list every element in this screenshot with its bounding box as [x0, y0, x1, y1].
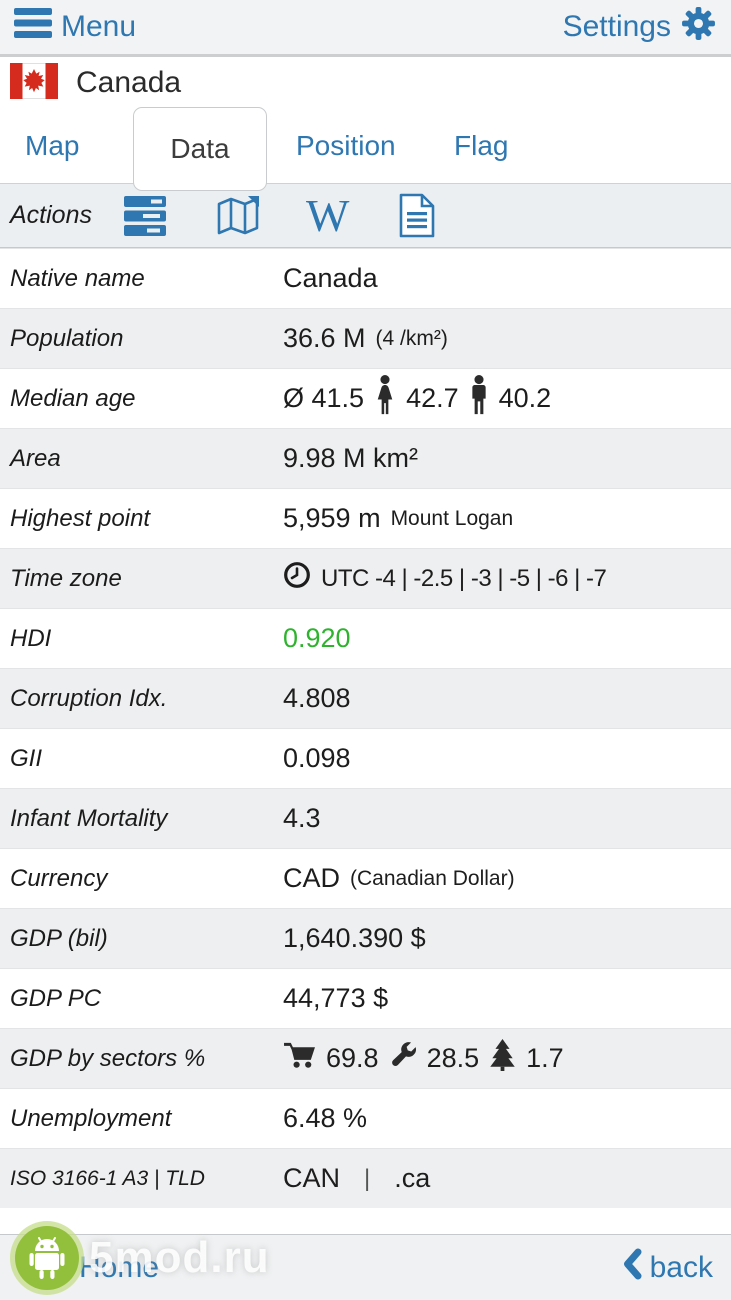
- median-age-male: 40.2: [498, 383, 552, 413]
- row-label: Currency: [10, 864, 108, 892]
- gear-icon: [680, 5, 717, 50]
- tld-value: .ca: [394, 1163, 431, 1193]
- gdp-services: 69.8: [326, 1043, 379, 1073]
- row-label: Time zone: [10, 564, 122, 592]
- row-value: 4.3: [283, 803, 321, 833]
- row-native-name: Native name Canada: [0, 248, 731, 308]
- row-label: GDP by sectors %: [10, 1044, 206, 1072]
- row-value: 1,640.390 $: [283, 923, 426, 953]
- highest-point-name: Mount Logan: [390, 506, 514, 530]
- hdi-value: 0.920: [283, 623, 351, 653]
- canada-flag-icon: [9, 62, 59, 104]
- row-label: Corruption Idx.: [10, 684, 168, 712]
- document-icon[interactable]: [399, 193, 435, 238]
- agriculture-tree-icon: [489, 1039, 516, 1078]
- tab-position[interactable]: Position: [296, 130, 396, 161]
- page-title: Canada: [76, 66, 182, 99]
- currency-code: CAD: [283, 863, 341, 893]
- row-currency: Currency CAD (Canadian Dollar): [0, 848, 731, 908]
- row-value: 36.6 M: [283, 323, 366, 353]
- currency-name: (Canadian Dollar): [350, 866, 515, 890]
- row-highest-point: Highest point 5,959 m Mount Logan: [0, 488, 731, 548]
- row-value: 9.98 M km²: [283, 443, 419, 473]
- row-value: 4.808: [283, 683, 351, 713]
- row-value: 5,959 m: [283, 503, 381, 533]
- tab-map[interactable]: Map: [25, 130, 80, 161]
- country-data-table: Native name Canada Population 36.6 M (4 …: [0, 248, 731, 1208]
- row-label: Median age: [10, 384, 136, 412]
- row-hdi: HDI 0.920: [0, 608, 731, 668]
- clock-icon: [283, 561, 311, 596]
- gdp-agriculture: 1.7: [526, 1043, 564, 1073]
- industry-wrench-icon: [389, 1041, 417, 1076]
- female-icon: [374, 375, 396, 422]
- actions-label: Actions: [10, 201, 92, 229]
- row-population: Population 36.6 M (4 /km²): [0, 308, 731, 368]
- row-gdp-sectors: GDP by sectors % 69.8 28.5: [0, 1028, 731, 1088]
- tab-bar: Map Data Position Flag: [0, 107, 731, 191]
- top-bar: Menu Settings: [0, 0, 731, 57]
- chevron-left-icon: [622, 1248, 642, 1288]
- back-button[interactable]: back: [622, 1248, 713, 1288]
- tab-data[interactable]: Data: [133, 107, 267, 191]
- separator: |: [364, 1164, 371, 1192]
- row-label: Unemployment: [10, 1104, 172, 1132]
- wikipedia-icon[interactable]: W: [305, 189, 350, 241]
- row-iso-tld: ISO 3166-1 A3 | TLD CAN | .ca: [0, 1148, 731, 1208]
- row-gdp-bil: GDP (bil) 1,640.390 $: [0, 908, 731, 968]
- menu-button[interactable]: Menu: [14, 8, 136, 46]
- row-infant-mortality: Infant Mortality 4.3: [0, 788, 731, 848]
- row-label: Highest point: [10, 504, 151, 532]
- row-corruption-index: Corruption Idx. 4.808: [0, 668, 731, 728]
- row-median-age: Median age Ø 41.5 42.7 40.2: [0, 368, 731, 428]
- row-value: 44,773 $: [283, 983, 389, 1013]
- list-details-icon[interactable]: [122, 193, 168, 239]
- home-button[interactable]: Home: [79, 1250, 160, 1284]
- row-value: Canada: [283, 263, 378, 293]
- actions-bar: Actions W: [0, 184, 731, 248]
- back-label: back: [649, 1250, 713, 1284]
- row-label: HDI: [10, 624, 52, 652]
- row-area: Area 9.98 M km²: [0, 428, 731, 488]
- median-age-average: Ø 41.5: [283, 383, 365, 413]
- tab-flag[interactable]: Flag: [454, 130, 509, 161]
- bottom-bar: Home back: [0, 1234, 731, 1300]
- settings-label: Settings: [562, 10, 671, 43]
- hamburger-icon: [14, 8, 52, 46]
- row-label: GDP (bil): [10, 924, 108, 952]
- row-label: Population: [10, 324, 124, 352]
- country-header: Canada: [0, 57, 731, 109]
- row-unemployment: Unemployment 6.48 %: [0, 1088, 731, 1148]
- median-age-female: 42.7: [406, 383, 459, 413]
- row-label: GII: [10, 744, 43, 772]
- row-gdp-pc: GDP PC 44,773 $: [0, 968, 731, 1028]
- settings-button[interactable]: Settings: [563, 5, 717, 50]
- row-value: UTC -4 | -2.5 | -3 | -5 | -6 | -7: [321, 564, 607, 592]
- row-label: Infant Mortality: [10, 804, 168, 832]
- gdp-industry: 28.5: [426, 1043, 480, 1073]
- row-value: 0.098: [283, 743, 351, 773]
- population-density: (4 /km²): [375, 326, 448, 350]
- row-value: 6.48 %: [283, 1103, 368, 1133]
- menu-label: Menu: [61, 10, 137, 43]
- row-time-zone: Time zone UTC -4 | -2.5 | -3 | -5 | -6 |…: [0, 548, 731, 608]
- row-label: ISO 3166-1 A3 | TLD: [10, 1166, 205, 1190]
- services-cart-icon: [283, 1041, 316, 1077]
- map-icon[interactable]: [216, 195, 260, 237]
- row-label: Native name: [10, 264, 145, 292]
- iso-code: CAN: [283, 1163, 341, 1193]
- male-icon: [469, 375, 489, 422]
- row-gii: GII 0.098: [0, 728, 731, 788]
- row-label: Area: [10, 444, 61, 472]
- row-label: GDP PC: [10, 984, 102, 1012]
